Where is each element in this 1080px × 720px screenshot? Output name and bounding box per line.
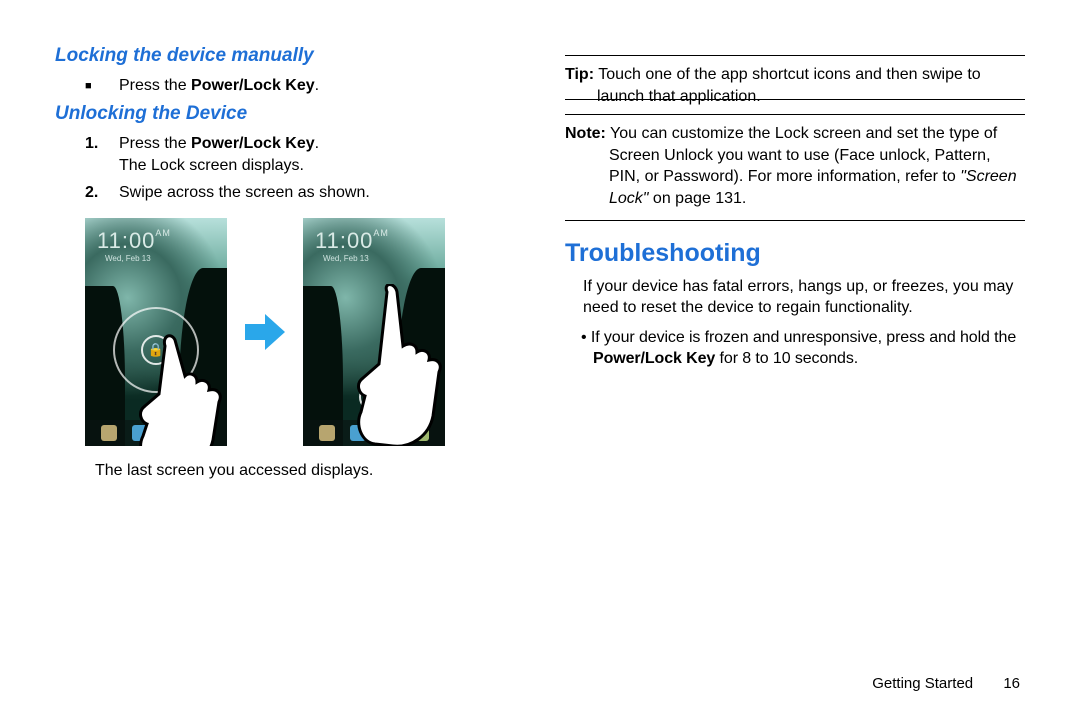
unlock-illustration: 11:00AM Wed, Feb 13 🔒 11:00AM Wed, Feb 1…	[85, 218, 515, 446]
note-label: Note:	[565, 125, 606, 142]
page-footer: Getting Started 16	[872, 675, 1020, 692]
arrow-right-icon	[241, 308, 289, 356]
clock-time: 11:00AM	[97, 228, 171, 254]
footer-page-number: 16	[1003, 675, 1020, 692]
step-2-text: Swipe across the screen as shown.	[119, 182, 370, 204]
troubleshooting-para: If your device has fatal errors, hangs u…	[565, 276, 1025, 319]
bullet-lock: ■ Press the Power/Lock Key.	[55, 75, 515, 97]
app-dock-2	[303, 420, 445, 446]
lock-icon: 🔒	[141, 335, 171, 365]
app-dock	[85, 420, 227, 446]
lock-ring-icon: 🔒	[113, 307, 199, 393]
rule-top	[565, 55, 1025, 56]
heading-unlocking: Unlocking the Device	[55, 103, 515, 125]
step-2: 2. Swipe across the screen as shown.	[55, 182, 515, 204]
left-column: Locking the device manually ■ Press the …	[55, 45, 525, 690]
footer-section: Getting Started	[872, 675, 973, 692]
troubleshooting-bullet: • If your device is frozen and unrespons…	[565, 327, 1025, 370]
step-2-number: 2.	[85, 182, 109, 204]
manual-page: Locking the device manually ■ Press the …	[0, 0, 1080, 720]
lockscreen-before: 11:00AM Wed, Feb 13 🔒	[85, 218, 227, 446]
step-1: 1. Press the Power/Lock Key. The Lock sc…	[55, 133, 515, 176]
square-bullet-icon: ■	[85, 75, 109, 97]
note-block: Note: You can customize the Lock screen …	[565, 123, 1025, 209]
last-screen-note: The last screen you accessed displays.	[55, 460, 515, 482]
clock-date: Wed, Feb 13	[105, 254, 151, 263]
heading-locking: Locking the device manually	[55, 45, 515, 67]
step-1-number: 1.	[85, 133, 109, 176]
heading-troubleshooting: Troubleshooting	[565, 239, 1025, 268]
lock-icon-2: 🔒	[359, 382, 389, 412]
lockscreen-after: 11:00AM Wed, Feb 13 🔒	[303, 218, 445, 446]
rule-mid2	[565, 114, 1025, 115]
bullet-lock-text: Press the Power/Lock Key.	[119, 75, 319, 97]
rule-bottom	[565, 220, 1025, 221]
bullet-dot-icon: •	[581, 329, 591, 346]
tip-block: Tip: Touch one of the app shortcut icons…	[565, 64, 1025, 107]
clock-date-2: Wed, Feb 13	[323, 254, 369, 263]
right-column: Tip: Touch one of the app shortcut icons…	[555, 45, 1025, 690]
step-1-text: Press the Power/Lock Key. The Lock scree…	[119, 133, 319, 176]
clock-time-2: 11:00AM	[315, 228, 389, 254]
